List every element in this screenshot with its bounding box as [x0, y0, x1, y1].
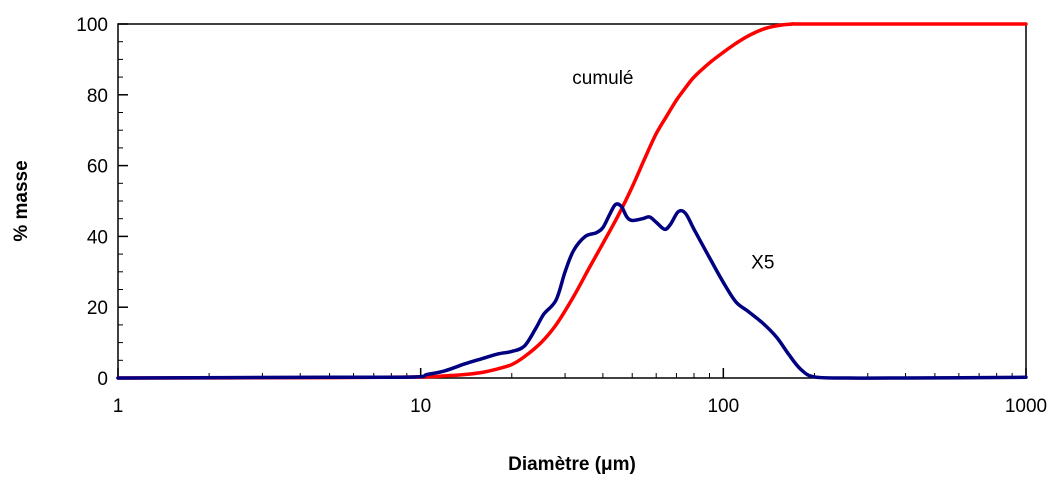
- series-line-x5: [116, 202, 1028, 380]
- y-tick-label: 20: [87, 298, 108, 319]
- series-layer: [116, 22, 1028, 380]
- x-axis-title: Diamètre (μm): [508, 454, 636, 475]
- x-tick-label: 1000: [1005, 396, 1047, 417]
- series-label-x5: X5: [751, 252, 774, 273]
- x-tick-labels: 1 10 100 1000: [113, 396, 1047, 417]
- x-tick-label: 1: [113, 396, 124, 417]
- x-tick-label: 100: [707, 396, 739, 417]
- y-tick-label: 60: [87, 157, 108, 178]
- y-tick-label: 40: [87, 227, 108, 248]
- series-annotations: cumulé X5: [572, 68, 774, 273]
- y-minor-ticks: [118, 41, 123, 361]
- series-label-cumule: cumulé: [572, 68, 633, 89]
- y-tick-label: 80: [87, 86, 108, 107]
- y-axis-title: % masse: [11, 160, 32, 241]
- x-tick-label: 10: [410, 396, 431, 417]
- series-line-cumule: [116, 22, 1028, 380]
- plot-area-frame: [117, 23, 1027, 379]
- y-tick-labels: 0 20 40 60 80 100: [76, 15, 108, 390]
- y-tick-label: 0: [97, 369, 108, 390]
- y-tick-label: 100: [76, 15, 108, 36]
